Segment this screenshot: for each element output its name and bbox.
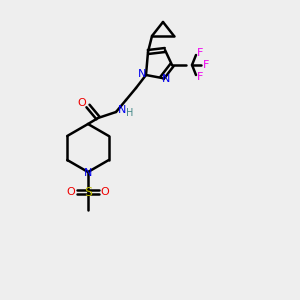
Text: O: O: [100, 187, 109, 197]
Text: O: O: [78, 98, 86, 108]
Text: N: N: [118, 105, 126, 115]
Text: F: F: [197, 48, 203, 58]
Text: F: F: [197, 72, 203, 82]
Text: N: N: [84, 168, 92, 178]
Text: F: F: [203, 60, 209, 70]
Text: O: O: [67, 187, 75, 197]
Text: S: S: [84, 185, 92, 199]
Text: N: N: [138, 69, 146, 79]
Text: H: H: [126, 108, 134, 118]
Text: N: N: [162, 74, 170, 84]
